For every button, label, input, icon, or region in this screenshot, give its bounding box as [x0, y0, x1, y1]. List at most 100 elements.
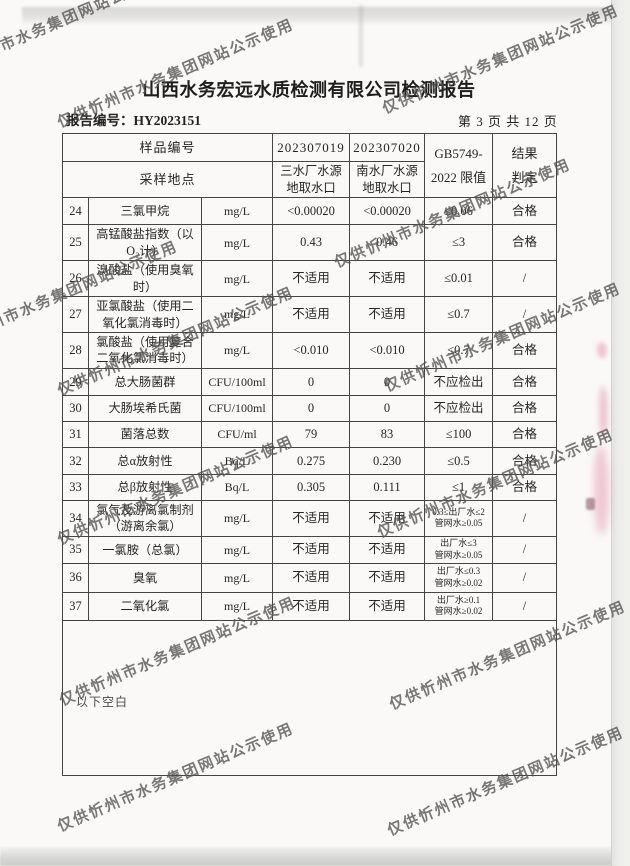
row-number: 25	[62, 224, 89, 262]
value-sample2: 不适用	[349, 260, 426, 298]
value-sample2: 0	[349, 367, 426, 396]
row-number: 34	[62, 499, 89, 537]
table-row: 36 臭氧 mg/L 不适用 不适用 出厂水≤0.3 管网水≥0.02 /	[62, 562, 558, 593]
table-row: 34 氯气及游离氯制剂（游离余氯） mg/L 不适用 不适用 0.3≤出厂水≤2…	[62, 499, 558, 537]
result-cell: 合格	[492, 367, 558, 396]
limit-line2: 管网水≥0.05	[434, 549, 483, 560]
unit-cell: mg/L	[200, 535, 274, 564]
table-row: 25 高锰酸盐指数（以O₂计） mg/L 0.43 0.46 ≤3 合格	[62, 224, 558, 262]
sample-no-label: 样品编号	[61, 133, 274, 162]
parameter-name: 高锰酸盐指数（以O₂计）	[88, 224, 202, 262]
blank-below-note: 以下空白	[76, 695, 129, 709]
row-number: 30	[62, 394, 89, 422]
value-sample2: 83	[349, 420, 426, 448]
paper-right-edge	[611, 0, 630, 866]
unit-cell: CFU/100ml	[200, 367, 274, 396]
pink-ink-mark	[586, 498, 595, 510]
unit-cell: mg/L	[200, 296, 274, 333]
row-number: 32	[62, 446, 89, 475]
table-row: 31 菌落总数 CFU/ml 79 83 ≤100 合格	[62, 420, 558, 448]
limit-cell: 出厂水≥0.1 管网水≥0.02	[424, 591, 494, 621]
value-sample1: 0.275	[272, 446, 351, 475]
value-sample2: 0.46	[349, 224, 426, 262]
table-row: 37 二氧化氯 mg/L 不适用 不适用 出厂水≥0.1 管网水≥0.02 /	[62, 591, 558, 621]
row-number: 24	[62, 197, 89, 226]
limit-cell: 出厂水≤0.3 管网水≥0.02	[424, 562, 494, 593]
scan-shadow-bottom	[0, 847, 630, 866]
unit-cell: mg/L	[200, 197, 274, 226]
row-number: 33	[62, 473, 89, 501]
scan-shadow-top	[22, 7, 630, 24]
value-sample1: <0.010	[272, 332, 351, 369]
sample1-site-line1: 三水厂水源	[280, 164, 342, 178]
value-sample1: 0	[272, 394, 351, 422]
result-cell: /	[492, 499, 558, 537]
value-sample1: 不适用	[272, 296, 351, 333]
unit-cell: Bq/L	[200, 446, 274, 475]
value-sample1: 不适用	[272, 499, 351, 537]
row-number: 31	[62, 420, 89, 448]
limit-cell: ≤0.7	[424, 296, 494, 333]
sample2-site-line2: 地取水口	[362, 180, 412, 195]
limit-cell: ≤100	[424, 420, 494, 448]
table-row: 24 三氯甲烷 mg/L <0.00020 <0.00020 ≤0.06 合格	[62, 197, 558, 226]
document-title: 山西水务宏远水质检测有限公司检测报告	[142, 80, 476, 100]
limit-cell: 出厂水≤3 管网水≥0.05	[424, 535, 494, 564]
pink-ink-mark	[594, 446, 609, 534]
limit-line1: 0.3≤出厂水≤2	[432, 506, 485, 517]
table-row: 35 一氯胺（总氯） mg/L 不适用 不适用 出厂水≤3 管网水≥0.05 /	[62, 535, 558, 564]
unit-cell: CFU/100ml	[200, 394, 274, 422]
result-header-line1: 结果	[511, 146, 538, 162]
pink-ink-mark	[597, 342, 607, 358]
parameter-name: 菌落总数	[88, 420, 202, 448]
empty-cell	[61, 619, 558, 777]
limit-line2: 管网水≥0.02	[434, 577, 483, 588]
unit-cell: mg/L	[200, 499, 274, 537]
parameter-name: 氯气及游离氯制剂（游离余氯）	[88, 499, 202, 537]
row-number: 36	[62, 562, 89, 593]
page-indicator: 第 3 页 共 12 页	[458, 114, 558, 129]
value-sample1: 0	[272, 367, 351, 396]
result-cell: 合格	[492, 420, 558, 448]
limit-line1: 出厂水≤0.3	[436, 566, 481, 577]
limit-line1: 出厂水≤3	[440, 538, 477, 549]
limit-line1: 出厂水≥0.1	[436, 594, 481, 605]
limit-cell: ≤1	[424, 473, 494, 501]
value-sample2: 不适用	[349, 535, 426, 564]
value-sample2: 不适用	[349, 562, 426, 593]
result-cell: 合格	[492, 446, 558, 475]
empty-table-area	[61, 619, 558, 777]
value-sample1: 不适用	[272, 260, 351, 298]
value-sample2: 不适用	[349, 499, 426, 537]
parameter-name: 总大肠菌群	[88, 367, 202, 396]
result-cell: 合格	[492, 197, 558, 226]
site-label: 采样地点	[61, 160, 274, 199]
result-cell: /	[492, 535, 558, 564]
unit-cell: CFU/ml	[200, 420, 274, 448]
limit-cell: 不应检出	[424, 394, 494, 422]
sample1-site-line2: 地取水口	[286, 180, 336, 195]
limit-cell: ≤0.7	[424, 332, 494, 369]
result-cell: 合格	[492, 224, 558, 262]
limit-cell: ≤0.06	[424, 197, 494, 226]
result-cell: /	[492, 260, 558, 298]
table-row: 29 总大肠菌群 CFU/100ml 0 0 不应检出 合格	[62, 367, 558, 396]
value-sample1: 79	[272, 420, 351, 448]
parameter-name: 大肠埃希氏菌	[88, 394, 202, 422]
paper-crease	[359, 5, 363, 67]
parameter-name: 臭氧	[88, 562, 202, 593]
value-sample2: 0.111	[349, 473, 426, 501]
table-header-row-1: 样品编号 202307019 202307020 GB5749- 2022 限值…	[61, 132, 558, 199]
sample2-site: 南水厂水源 地取水口	[349, 160, 426, 199]
table-row: 32 总α放射性 Bq/L 0.275 0.230 ≤0.5 合格	[62, 446, 558, 475]
report-number: 报告编号：HY2023151	[66, 113, 201, 128]
unit-cell: mg/L	[200, 591, 274, 621]
parameter-name: 一氯胺（总氯）	[88, 535, 202, 564]
limit-cell: 不应检出	[424, 367, 494, 396]
limit-cell: ≤0.01	[424, 260, 494, 298]
value-sample2: 0.230	[349, 446, 426, 475]
table-row: 26 溴酸盐（使用臭氧时） mg/L 不适用 不适用 ≤0.01 /	[62, 260, 558, 298]
value-sample2: <0.010	[349, 332, 426, 369]
parameter-name: 三氯甲烷	[88, 197, 202, 226]
limit-header-line2: 2022 限值	[430, 169, 487, 185]
